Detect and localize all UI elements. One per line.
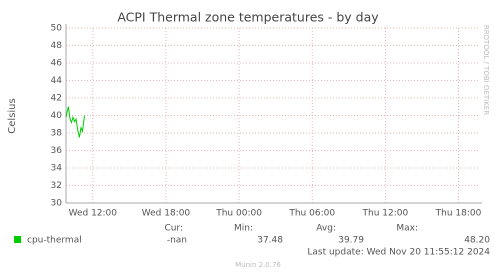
data-line: [65, 106, 86, 138]
chart-title: ACPI Thermal zone temperatures - by day: [117, 10, 379, 25]
legend-swatch: [14, 236, 21, 243]
x-tick-label: Thu 12:00: [362, 209, 409, 219]
legend-stat: -nan: [167, 236, 187, 246]
plot-area: [66, 28, 478, 203]
legend-header: Cur:: [164, 224, 183, 234]
y-tick-label: 34: [51, 164, 63, 174]
y-tick-label: 36: [51, 146, 63, 156]
y-tick-label: 40: [51, 111, 63, 121]
legend-header: Avg:: [316, 224, 336, 234]
y-tick-label: 32: [51, 181, 62, 191]
legend-stat: 48.20: [464, 236, 490, 246]
side-text: RRDTOOL / TOBI OETIKER: [482, 25, 490, 115]
y-tick-label: 42: [51, 94, 62, 104]
y-tick-label: 30: [51, 199, 63, 209]
x-tick-label: Thu 18:00: [435, 209, 482, 219]
x-tick-label: Wed 18:00: [142, 209, 191, 219]
y-tick-label: 38: [51, 129, 63, 139]
y-tick-label: 50: [51, 24, 63, 34]
x-tick-label: Thu 00:00: [215, 209, 262, 219]
legend-stat: 37.48: [257, 236, 283, 246]
y-axis-label: Celsius: [7, 98, 18, 133]
legend-header: Min:: [234, 224, 253, 234]
legend-header: Max:: [396, 224, 418, 234]
legend-label: cpu-thermal: [27, 236, 82, 246]
y-tick-label: 44: [51, 76, 63, 86]
legend-stat: 39.79: [338, 236, 364, 246]
footer: Munin 2.0.76: [235, 261, 281, 269]
x-tick-label: Wed 12:00: [69, 209, 118, 219]
y-tick-label: 48: [51, 41, 63, 51]
last-update: Last update: Wed Nov 20 11:55:12 2024: [307, 248, 490, 258]
y-tick-label: 46: [51, 59, 63, 69]
x-tick-label: Thu 06:00: [288, 209, 335, 219]
